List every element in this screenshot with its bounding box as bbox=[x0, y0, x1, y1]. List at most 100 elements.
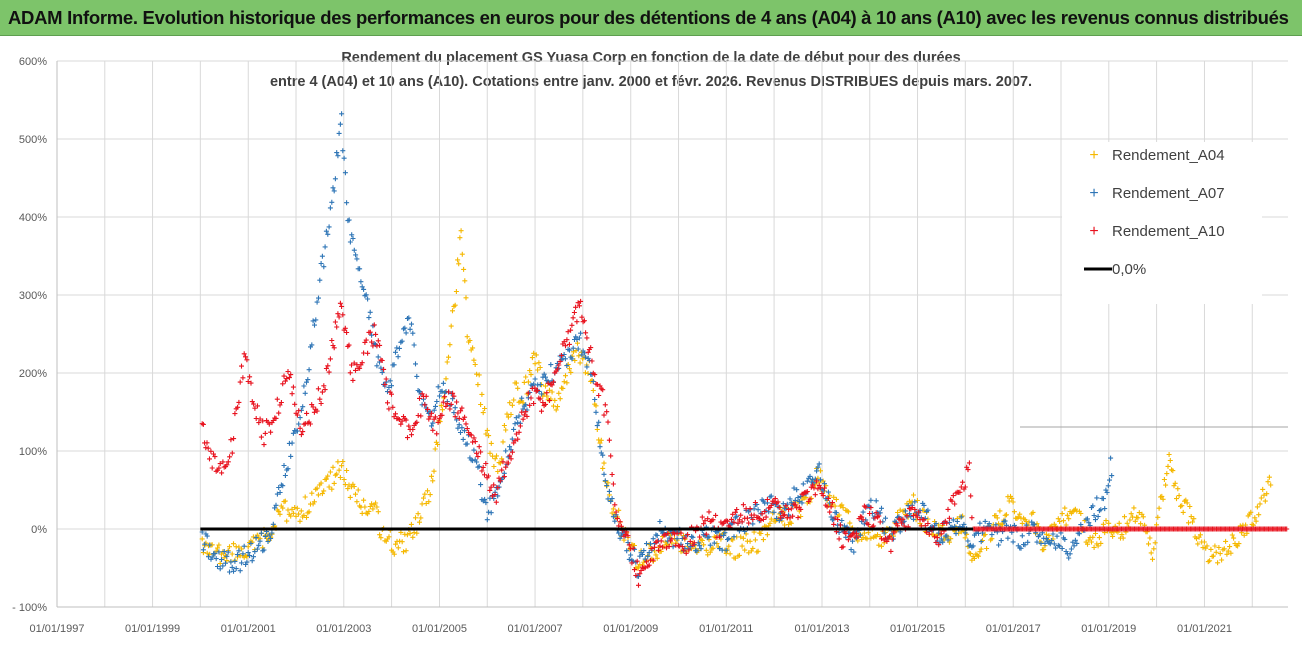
data-point bbox=[227, 454, 233, 460]
data-point bbox=[1043, 536, 1049, 542]
data-point bbox=[366, 508, 372, 514]
data-point bbox=[730, 537, 736, 543]
series-Rendement_A07 bbox=[199, 111, 1115, 579]
data-point bbox=[597, 383, 603, 389]
x-tick-label: 01/01/1999 bbox=[125, 623, 180, 635]
data-point bbox=[731, 534, 737, 540]
data-point bbox=[227, 544, 232, 550]
data-point bbox=[399, 418, 405, 424]
data-point bbox=[513, 380, 519, 386]
data-point bbox=[456, 261, 462, 267]
data-point bbox=[339, 463, 345, 469]
data-point bbox=[903, 508, 908, 514]
data-point bbox=[478, 449, 484, 455]
data-point bbox=[604, 409, 610, 415]
data-point bbox=[316, 295, 321, 301]
data-point bbox=[414, 419, 420, 425]
data-point bbox=[297, 415, 303, 421]
data-point bbox=[1195, 541, 1201, 547]
data-point bbox=[391, 362, 397, 368]
data-point bbox=[788, 520, 794, 526]
data-point bbox=[319, 491, 325, 497]
data-point bbox=[548, 362, 554, 368]
data-point bbox=[511, 426, 517, 432]
data-point bbox=[699, 514, 705, 520]
data-point bbox=[273, 502, 279, 508]
data-point bbox=[486, 473, 491, 479]
data-point bbox=[217, 561, 223, 566]
data-point bbox=[459, 425, 465, 431]
data-point bbox=[433, 403, 438, 409]
data-point bbox=[471, 435, 477, 441]
data-point bbox=[1100, 496, 1106, 502]
data-point bbox=[298, 432, 304, 438]
data-point bbox=[616, 507, 622, 513]
x-tick-label: 01/01/2019 bbox=[1081, 623, 1136, 635]
data-point bbox=[1095, 543, 1101, 549]
data-point bbox=[1019, 533, 1025, 539]
data-point bbox=[1284, 526, 1290, 532]
data-point bbox=[344, 468, 350, 473]
data-point bbox=[240, 375, 246, 381]
data-point bbox=[560, 385, 566, 391]
data-point bbox=[574, 319, 580, 325]
data-point bbox=[563, 373, 568, 379]
data-point bbox=[909, 505, 915, 511]
data-point bbox=[290, 384, 296, 390]
data-point bbox=[1221, 546, 1227, 552]
data-point bbox=[288, 513, 294, 519]
data-point bbox=[978, 539, 984, 545]
data-point bbox=[305, 377, 311, 383]
data-point bbox=[463, 295, 469, 301]
data-point bbox=[458, 408, 464, 414]
x-tick-label: 01/01/2003 bbox=[316, 623, 371, 635]
data-point bbox=[331, 480, 337, 486]
data-point bbox=[825, 495, 831, 501]
data-point bbox=[309, 490, 315, 496]
data-point bbox=[575, 340, 580, 346]
data-point bbox=[564, 363, 570, 369]
data-point bbox=[351, 360, 357, 366]
data-point bbox=[868, 505, 874, 511]
data-point bbox=[297, 518, 303, 524]
data-point bbox=[326, 484, 332, 490]
data-point bbox=[495, 485, 501, 491]
data-point bbox=[645, 553, 651, 559]
data-point bbox=[1204, 543, 1210, 549]
data-point bbox=[395, 354, 401, 360]
data-point bbox=[480, 464, 486, 470]
data-point bbox=[520, 406, 526, 412]
data-point bbox=[344, 200, 350, 206]
data-point bbox=[825, 489, 831, 495]
data-point bbox=[632, 567, 637, 573]
data-point bbox=[833, 496, 839, 502]
data-point bbox=[258, 434, 264, 440]
data-point bbox=[876, 542, 882, 548]
data-point bbox=[366, 315, 372, 321]
data-point bbox=[239, 546, 245, 552]
chart-title-line-2: entre 4 (A04) et 10 ans (A10). Cotations… bbox=[269, 74, 1033, 90]
data-point bbox=[232, 558, 238, 564]
data-point bbox=[237, 379, 243, 385]
data-point bbox=[409, 321, 414, 327]
x-tick-label: 01/01/2001 bbox=[221, 623, 276, 635]
legend-marker-a07: + bbox=[1062, 180, 1112, 206]
data-point bbox=[277, 490, 283, 495]
data-point bbox=[879, 543, 884, 549]
data-point bbox=[471, 447, 477, 453]
data-point bbox=[340, 459, 346, 464]
data-point bbox=[467, 338, 473, 343]
data-point bbox=[331, 345, 337, 351]
data-point bbox=[539, 408, 544, 414]
data-point bbox=[379, 358, 385, 363]
data-point bbox=[950, 493, 956, 499]
data-point bbox=[1175, 486, 1181, 492]
data-point bbox=[610, 481, 616, 487]
data-point bbox=[1026, 531, 1032, 536]
data-point bbox=[350, 377, 356, 383]
data-point bbox=[755, 548, 761, 554]
data-point bbox=[637, 553, 643, 559]
data-point bbox=[528, 395, 534, 401]
data-point bbox=[734, 513, 740, 519]
data-point bbox=[304, 410, 310, 416]
